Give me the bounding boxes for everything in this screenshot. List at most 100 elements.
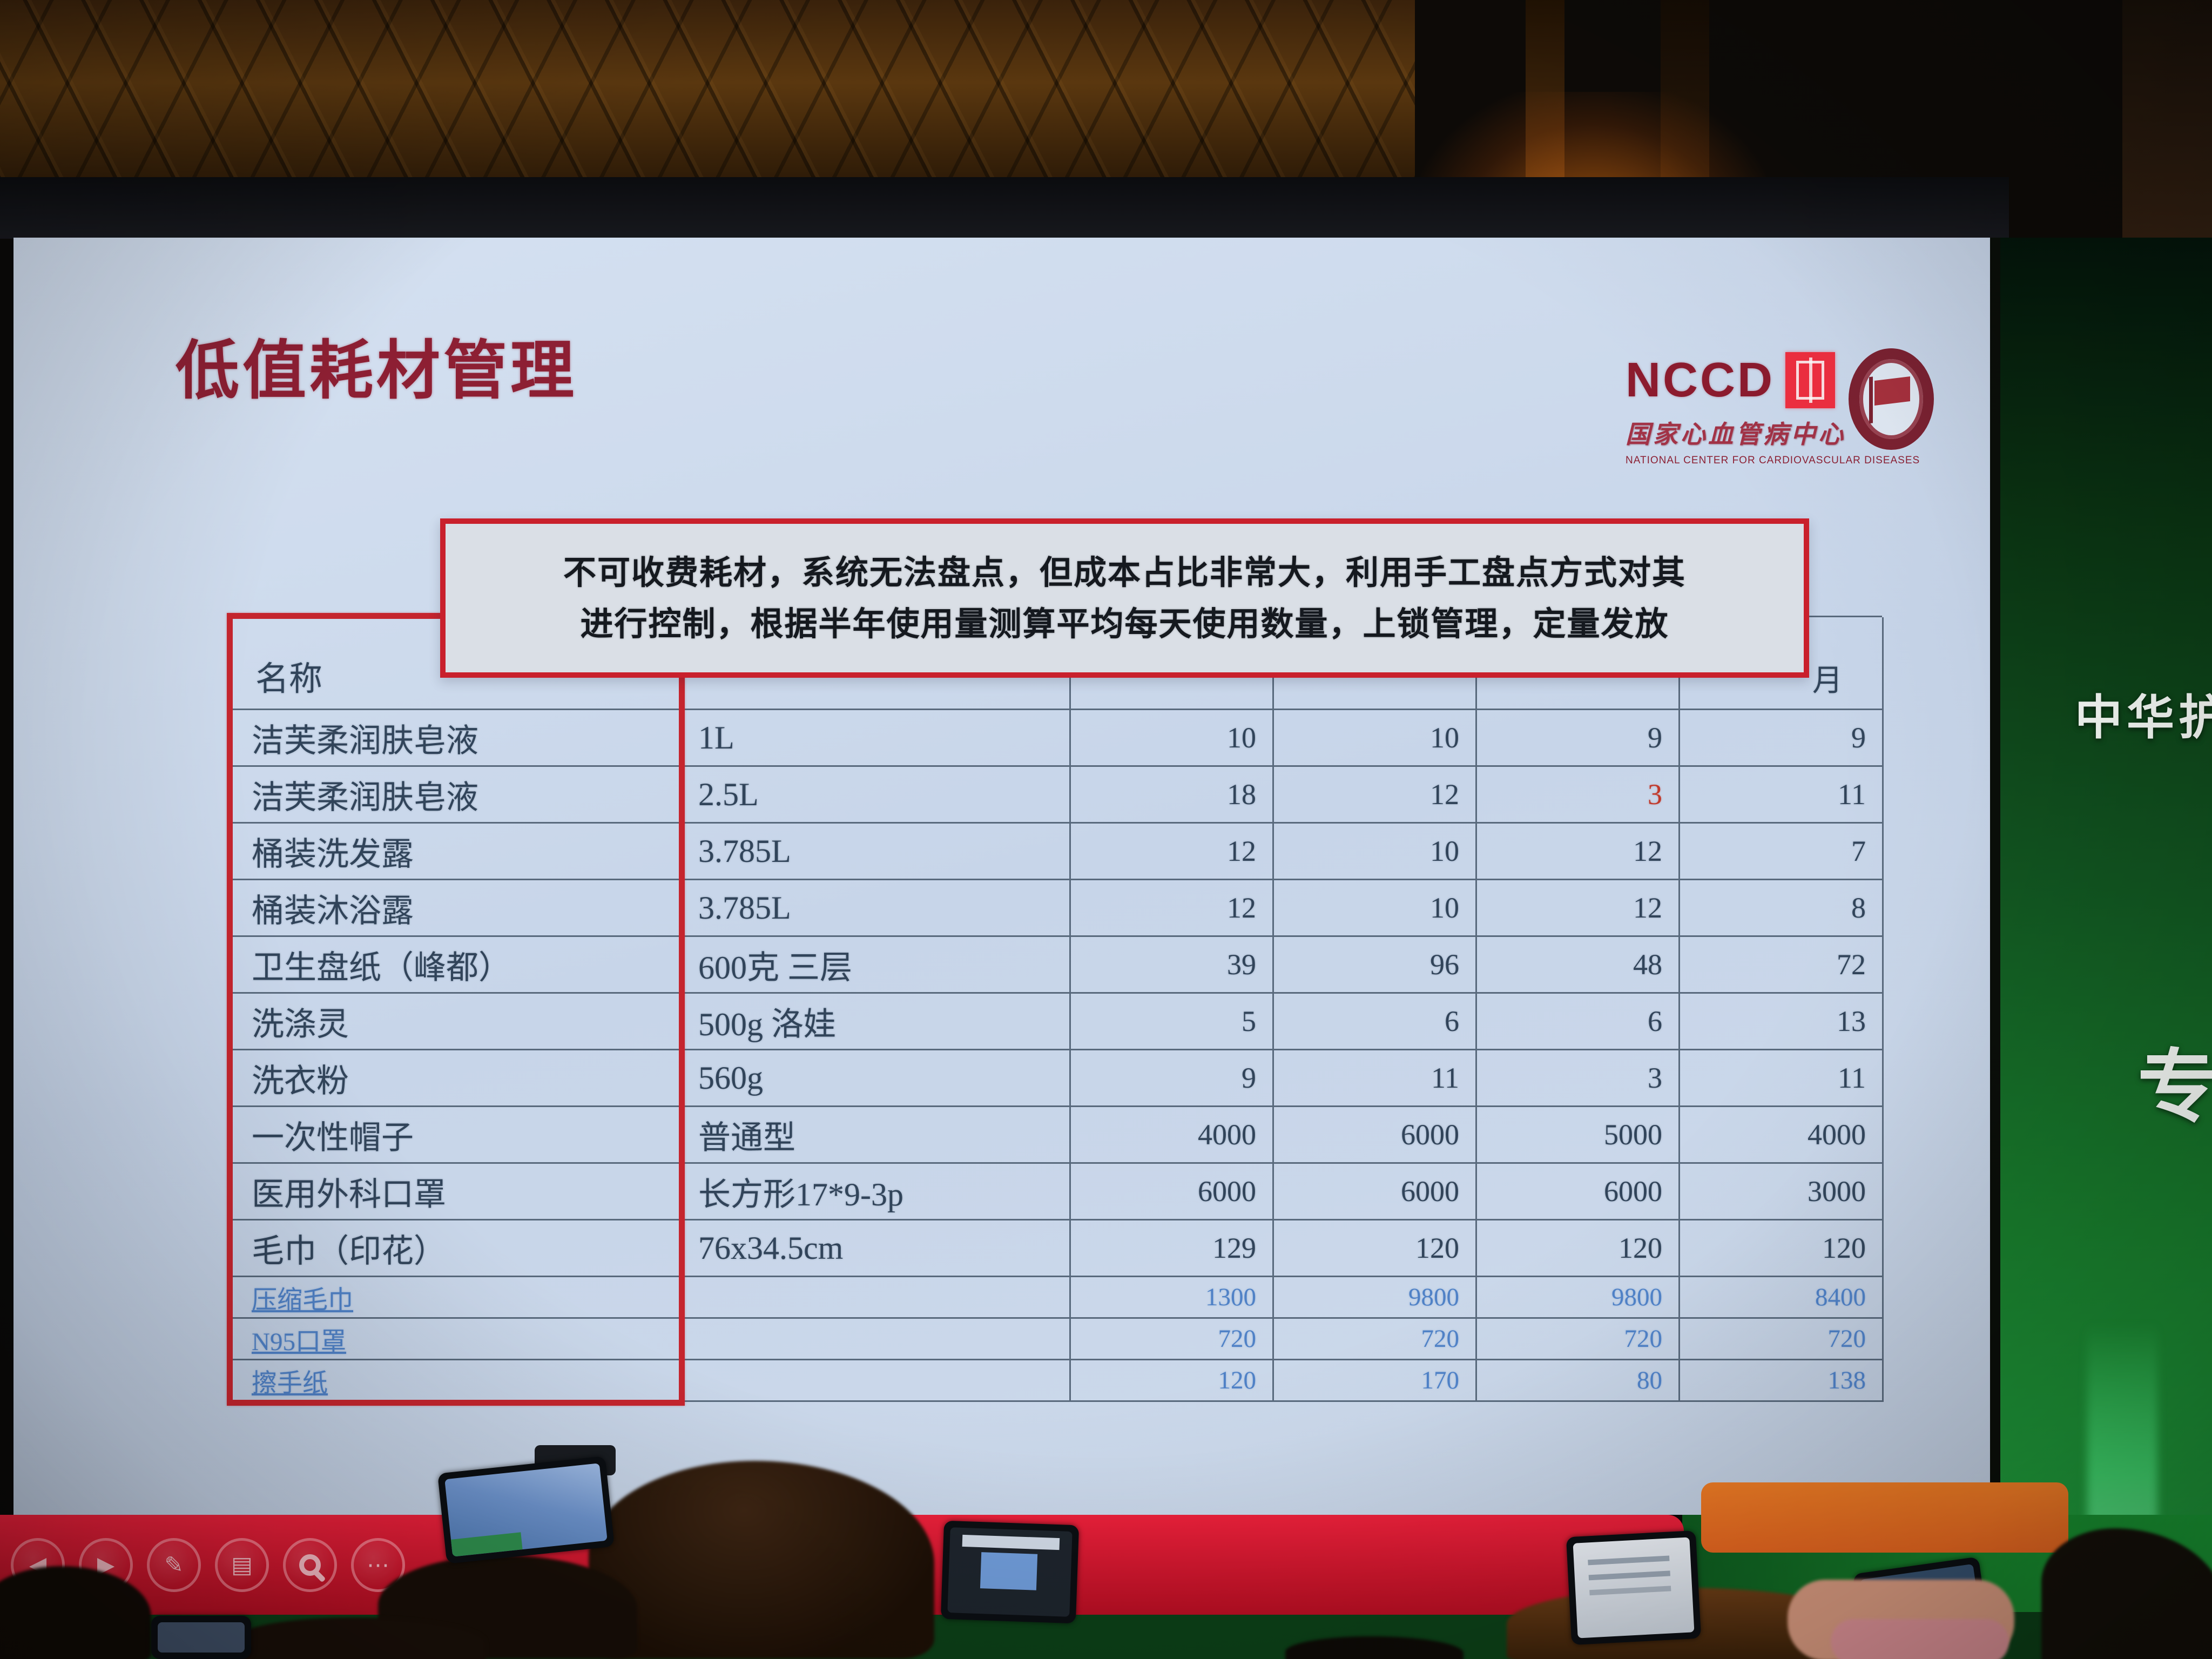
table-cell-spec: 1L bbox=[682, 710, 1071, 767]
table-cell-value: 170 bbox=[1274, 1360, 1477, 1402]
table-cell-value: 9800 bbox=[1477, 1277, 1680, 1319]
table-cell-value: 3000 bbox=[1680, 1164, 1884, 1220]
table-cell-value: 720 bbox=[1680, 1319, 1884, 1360]
table-cell-name: 医用外科口罩 bbox=[231, 1164, 682, 1220]
nccd-org-name-en: NATIONAL CENTER FOR CARDIOVASCULAR DISEA… bbox=[1626, 455, 1920, 466]
table-cell-value: 96 bbox=[1274, 937, 1477, 994]
table-cell-name: 洁芙柔润肤皂液 bbox=[231, 710, 682, 767]
table-cell-value: 39 bbox=[1071, 937, 1274, 994]
table-cell-value: 720 bbox=[1071, 1319, 1274, 1360]
nccd-logo: NCCD 国家心血管病中心 NATIONAL CENTER FOR CARDIO… bbox=[1626, 352, 1920, 467]
phone-screen bbox=[444, 1463, 608, 1557]
nccd-org-name-cn: 国家心血管病中心 bbox=[1626, 421, 1846, 448]
pen-icon: ✎ bbox=[164, 1552, 184, 1577]
callout-box: 不可收费耗材，系统无法盘点，但成本占比非常大，利用手工盘点方式对其 进行控制，根… bbox=[440, 518, 1809, 678]
association-emblem-icon bbox=[1849, 348, 1934, 450]
table-cell-value: 720 bbox=[1477, 1319, 1680, 1360]
slide-panel-icon: ▤ bbox=[231, 1552, 253, 1577]
phone-screen bbox=[947, 1527, 1073, 1617]
table-cell-value: 10 bbox=[1071, 710, 1274, 767]
table-cell-value: 80 bbox=[1477, 1360, 1680, 1402]
table-cell-value: 12 bbox=[1071, 880, 1274, 937]
table-cell-value: 7 bbox=[1680, 824, 1884, 880]
table-cell-name: 桶装沐浴露 bbox=[231, 880, 682, 937]
ceiling-curtain bbox=[0, 0, 1415, 184]
table-cell-value: 48 bbox=[1477, 937, 1680, 994]
screen-bezel bbox=[0, 177, 2009, 239]
table-cell-value: 6000 bbox=[1477, 1164, 1680, 1220]
table-cell-name: 压缩毛巾 bbox=[231, 1277, 682, 1319]
highlight-red-box bbox=[227, 613, 685, 1406]
table-cell-value: 11 bbox=[1274, 1050, 1477, 1107]
table-cell-name: 毛巾（印花） bbox=[231, 1220, 682, 1277]
table-cell-name: 卫生盘纸（峰都） bbox=[231, 937, 682, 994]
table-cell-value: 6000 bbox=[1071, 1164, 1274, 1220]
table-cell-value: 8 bbox=[1680, 880, 1884, 937]
table-cell-value: 10 bbox=[1274, 880, 1477, 937]
table-cell-value: 3 bbox=[1477, 1050, 1680, 1107]
table-cell-value: 120 bbox=[1274, 1220, 1477, 1277]
table-cell-value: 10 bbox=[1274, 824, 1477, 880]
orange-footer-panel bbox=[1701, 1482, 2068, 1553]
table-cell-spec: 500g 洛娃 bbox=[682, 994, 1071, 1050]
table-cell-value: 4000 bbox=[1071, 1107, 1274, 1164]
pen-button[interactable]: ✎ bbox=[147, 1537, 201, 1592]
phone-recording bbox=[151, 1616, 251, 1659]
table-cell-value: 5000 bbox=[1477, 1107, 1680, 1164]
nccd-seal-icon bbox=[1785, 352, 1835, 408]
table-cell-value: 6 bbox=[1274, 994, 1477, 1050]
callout-line-2: 进行控制，根据半年使用量测算平均每天使用数量，上锁管理，定量发放 bbox=[580, 605, 1669, 642]
phone-recording bbox=[437, 1456, 615, 1564]
table-cell-value: 120 bbox=[1071, 1360, 1274, 1402]
nccd-acronym: NCCD bbox=[1626, 353, 1775, 407]
table-cell-value: 12 bbox=[1477, 824, 1680, 880]
table-cell-spec bbox=[682, 1277, 1071, 1319]
table-cell-value: 4000 bbox=[1680, 1107, 1884, 1164]
audience-head bbox=[2041, 1528, 2212, 1659]
backdrop-text-bottom: 专 bbox=[2137, 1043, 2212, 1132]
table-cell-value: 1300 bbox=[1071, 1277, 1274, 1319]
table-cell-value: 720 bbox=[1274, 1319, 1477, 1360]
table-cell-name: 洗涤灵 bbox=[231, 994, 682, 1050]
table-cell-value: 138 bbox=[1680, 1360, 1884, 1402]
table-cell-value: 11 bbox=[1680, 767, 1884, 824]
magnifier-icon bbox=[299, 1554, 321, 1576]
table-cell-value: 10 bbox=[1274, 710, 1477, 767]
zoom-button[interactable] bbox=[283, 1537, 337, 1592]
phone-recording bbox=[940, 1520, 1080, 1624]
table-cell-value: 18 bbox=[1071, 767, 1274, 824]
table-cell-spec bbox=[682, 1360, 1071, 1402]
phone-recording bbox=[1566, 1530, 1702, 1645]
table-cell-value: 120 bbox=[1477, 1220, 1680, 1277]
table-cell-spec: 2.5L bbox=[682, 767, 1071, 824]
table-cell-value: 5 bbox=[1071, 994, 1274, 1050]
table-cell-value: 129 bbox=[1071, 1220, 1274, 1277]
back-wall bbox=[1415, 0, 2212, 239]
wall-column bbox=[2122, 0, 2212, 239]
table-cell-value: 11 bbox=[1680, 1050, 1884, 1107]
consumables-table: 名称月洁芙柔润肤皂液 1L 10 10 9 9 洁芙柔润肤皂液 2.5L 18 12 3 11 桶装洗发… bbox=[230, 616, 1884, 1402]
table-cell-value: 72 bbox=[1680, 937, 1884, 994]
phone-screen bbox=[1573, 1537, 1695, 1638]
emblem-flag-icon bbox=[1874, 376, 1910, 406]
table-cell-value: 9800 bbox=[1274, 1277, 1477, 1319]
callout-line-1: 不可收费耗材，系统无法盘点，但成本占比非常大，利用手工盘点方式对其 bbox=[563, 554, 1686, 591]
table-cell-spec: 3.785L bbox=[682, 824, 1071, 880]
table-cell-value: 13 bbox=[1680, 994, 1884, 1050]
slide-title: 低值耗材管理 bbox=[176, 335, 578, 407]
more-icon: ⋯ bbox=[367, 1552, 389, 1577]
table-cell-spec: 76x34.5cm bbox=[682, 1220, 1071, 1277]
table-cell-value: 9 bbox=[1680, 710, 1884, 767]
table-cell-spec: 560g bbox=[682, 1050, 1071, 1107]
phone-screen bbox=[158, 1622, 245, 1653]
table-cell-name: 洗衣粉 bbox=[231, 1050, 682, 1107]
table-cell-value: 6000 bbox=[1274, 1107, 1477, 1164]
table-cell-value: 3 bbox=[1477, 767, 1680, 824]
table-cell-value: 12 bbox=[1274, 767, 1477, 824]
table-cell-value: 6000 bbox=[1274, 1164, 1477, 1220]
slide-panel-button[interactable]: ▤ bbox=[215, 1537, 269, 1592]
audience-head bbox=[589, 1461, 934, 1659]
table-header-month: 月 bbox=[1680, 617, 1884, 710]
table-cell-spec bbox=[682, 1319, 1071, 1360]
